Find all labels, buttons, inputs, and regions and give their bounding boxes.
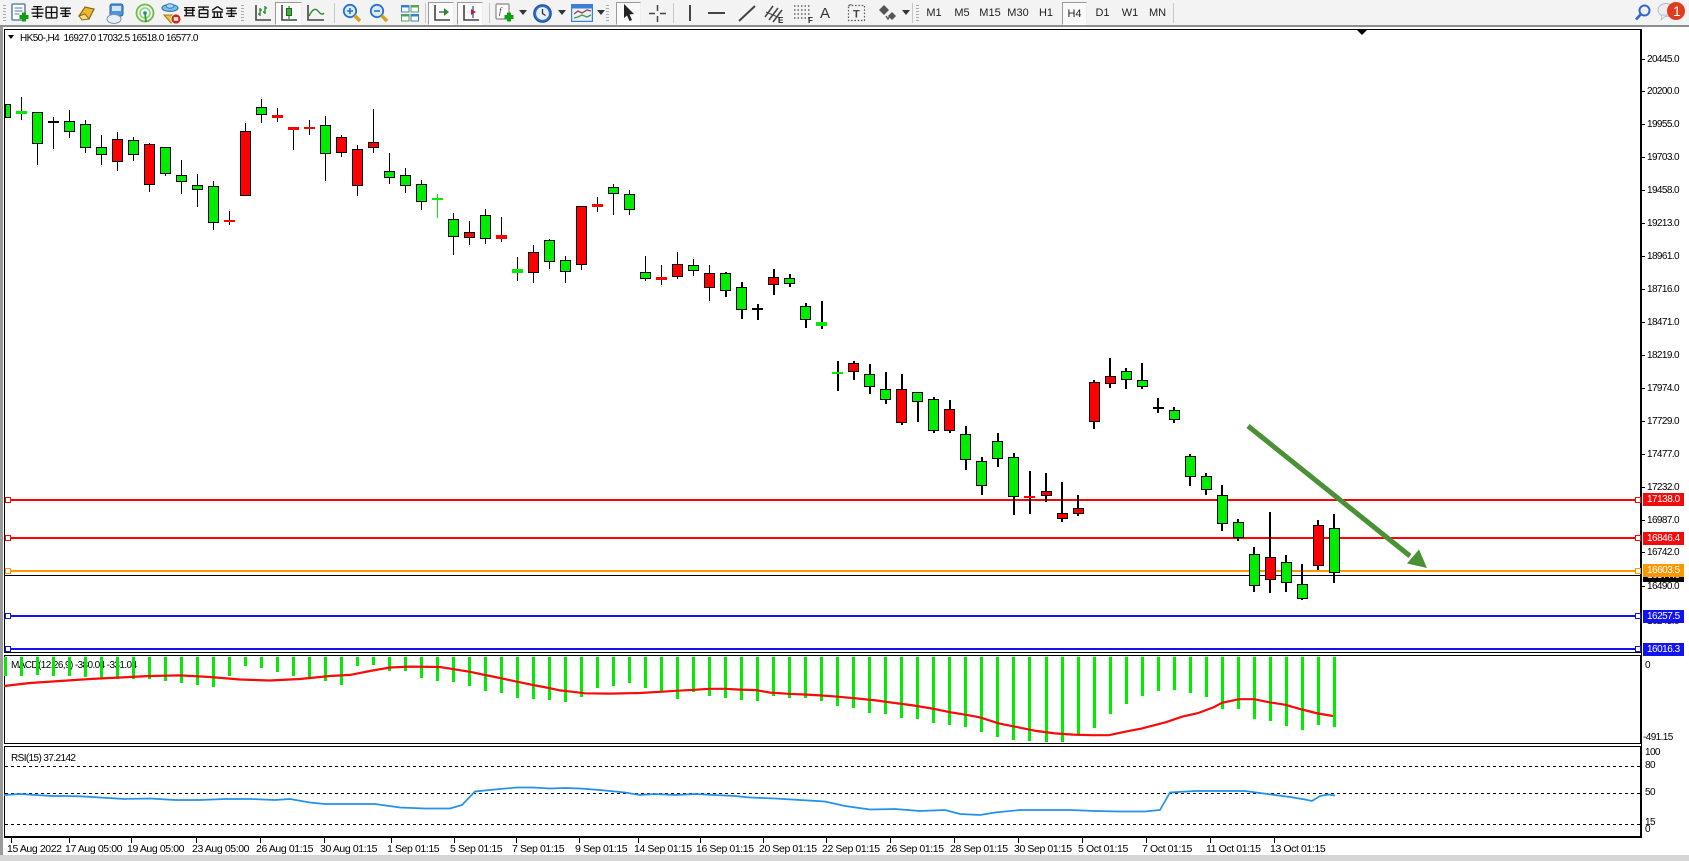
svg-text:1: 1 xyxy=(1673,3,1681,19)
svg-text:T: T xyxy=(853,9,860,21)
svg-text:F: F xyxy=(808,16,813,24)
svg-text:E: E xyxy=(778,16,784,24)
svg-text:f: f xyxy=(499,6,503,16)
